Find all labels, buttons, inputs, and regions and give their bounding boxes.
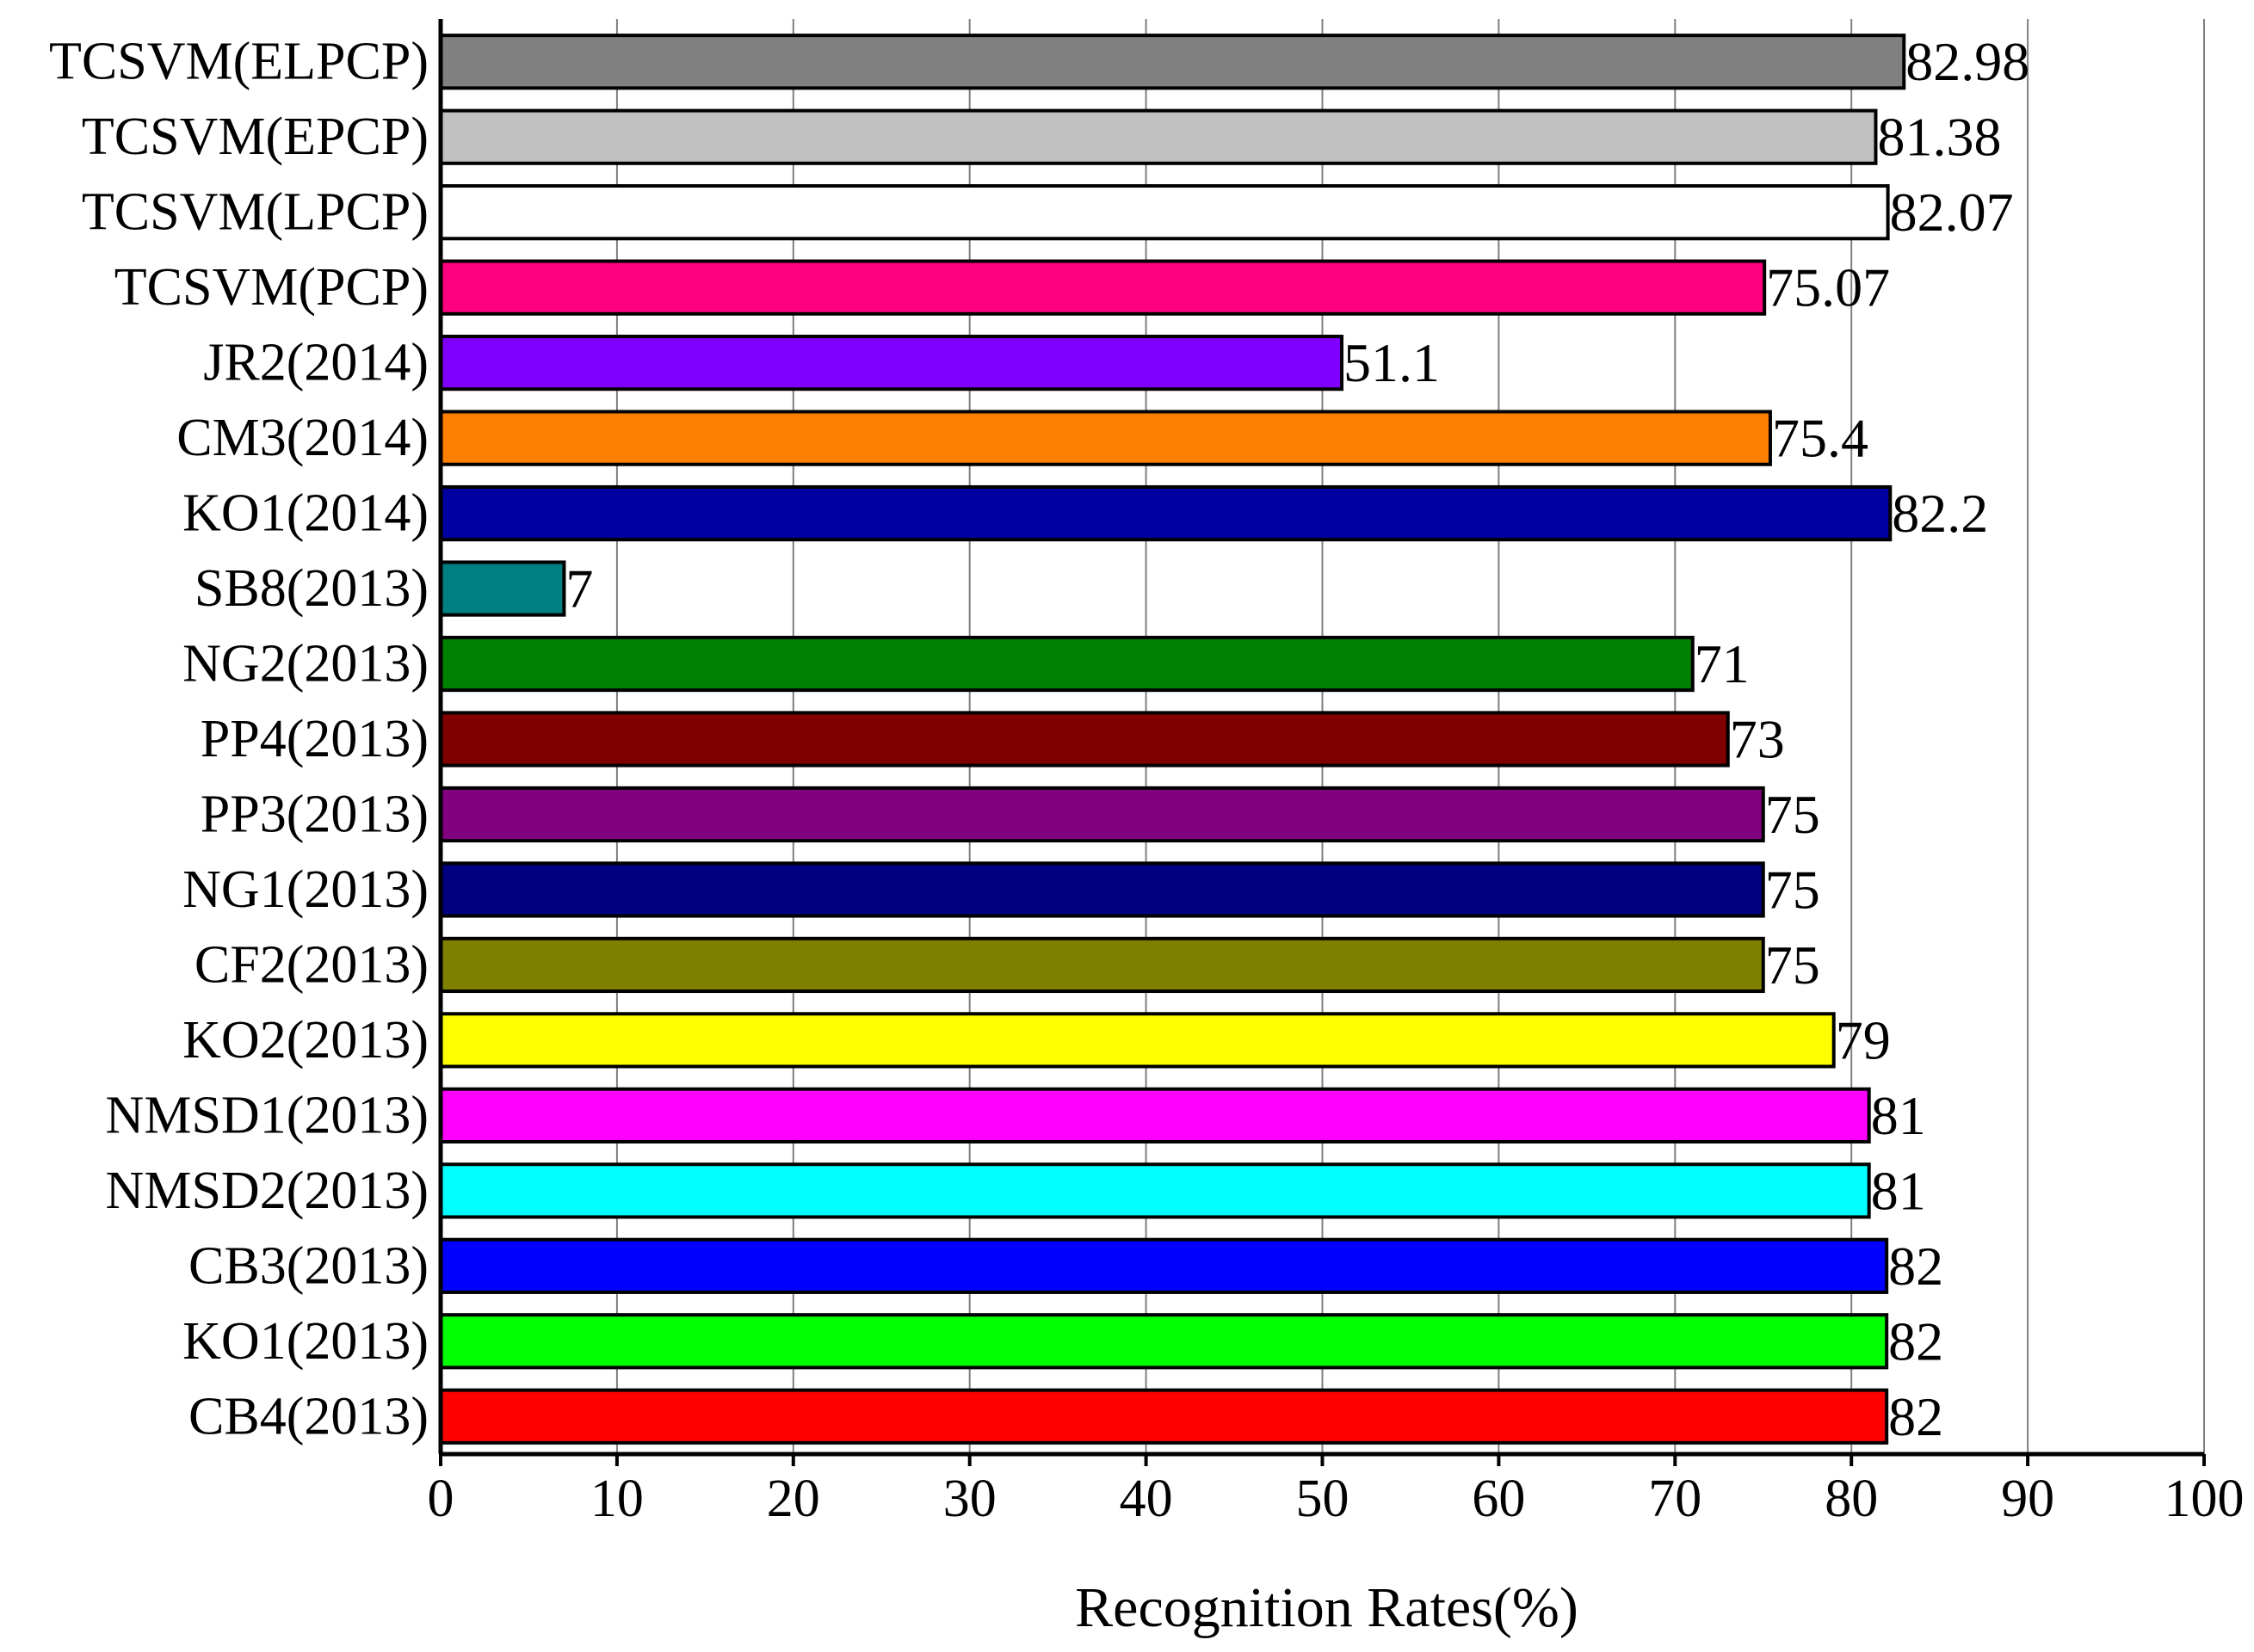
- value-label: 75.07: [1766, 257, 1890, 318]
- bar: [439, 1162, 1871, 1219]
- x-tick-label: 20: [767, 1470, 820, 1528]
- value-label: 7: [565, 558, 593, 620]
- value-label: 75: [1765, 859, 1820, 920]
- category-label: NMSD1(2013): [106, 1086, 429, 1144]
- bar: [439, 108, 1878, 165]
- value-label: 82: [1888, 1236, 1943, 1297]
- category-label: CB4(2013): [188, 1387, 429, 1446]
- bar: [439, 861, 1765, 918]
- bar: [439, 484, 1893, 542]
- x-tick-label: 100: [2164, 1470, 2245, 1528]
- value-label: 82.98: [1905, 31, 2029, 92]
- value-label: 81: [1871, 1160, 1926, 1221]
- category-label: NMSD2(2013): [106, 1162, 429, 1220]
- bar: [439, 1388, 1889, 1445]
- value-label: 73: [1730, 709, 1785, 770]
- value-label: 75: [1765, 784, 1820, 845]
- category-label: KO1(2013): [182, 1312, 429, 1371]
- category-label: TCSVM(EPCP): [82, 108, 429, 166]
- x-tick-label: 70: [1648, 1470, 1701, 1528]
- value-label: 75: [1765, 934, 1820, 996]
- category-label: CM3(2014): [176, 409, 429, 467]
- category-label: NG1(2013): [182, 860, 429, 919]
- bar: [439, 410, 1772, 466]
- category-label: PP3(2013): [201, 785, 429, 843]
- x-tick-label: 50: [1296, 1470, 1349, 1528]
- bar: [439, 184, 1890, 241]
- bar: [439, 711, 1730, 767]
- x-tick-label: 80: [1825, 1470, 1878, 1528]
- category-label: TCSVM(PCP): [114, 258, 429, 317]
- category-labels: TCSVM(ELPCP) TCSVM(EPCP) TCSVM(LPCP) TCSVM(…: [49, 33, 429, 1446]
- category-label: PP4(2013): [201, 710, 429, 768]
- x-tick-labels: 0 10 20 30 40 50 60 70 80 90 100: [428, 1454, 2245, 1528]
- x-tick-label: 10: [590, 1470, 644, 1528]
- value-label: 82: [1888, 1310, 1943, 1372]
- x-tick-label: 40: [1120, 1470, 1173, 1528]
- category-label: TCSVM(ELPCP): [49, 33, 429, 91]
- x-tick-label: 60: [1472, 1470, 1525, 1528]
- value-label: 51.1: [1343, 332, 1440, 393]
- value-label: 79: [1836, 1009, 1891, 1070]
- value-label: 81.38: [1877, 107, 2001, 168]
- category-label: TCSVM(LPCP): [82, 183, 429, 242]
- category-label: KO1(2014): [182, 484, 429, 543]
- x-tick-label: 0: [428, 1470, 454, 1528]
- value-label: 75.4: [1772, 408, 1868, 469]
- bar: [439, 1313, 1889, 1370]
- bar: [439, 560, 566, 617]
- category-label: CB3(2013): [188, 1236, 429, 1295]
- value-label: 82: [1888, 1386, 1943, 1447]
- x-axis-title: Recognition Rates(%): [1075, 1576, 1578, 1639]
- bar: [439, 936, 1765, 994]
- category-label: CF2(2013): [195, 935, 429, 994]
- bar: [439, 635, 1695, 693]
- bars: [439, 34, 1906, 1445]
- bar: [439, 1012, 1836, 1069]
- value-label: 81: [1871, 1085, 1926, 1146]
- bar: [439, 259, 1767, 316]
- value-label: 82.2: [1892, 483, 1988, 544]
- bar: [439, 1237, 1889, 1294]
- value-label: 71: [1695, 633, 1750, 694]
- category-label: JR2(2014): [203, 334, 429, 392]
- bar: [439, 34, 1906, 90]
- bar: [439, 335, 1344, 391]
- category-label: KO2(2013): [182, 1011, 429, 1069]
- x-tick-label: 90: [2001, 1470, 2054, 1528]
- value-label: 82.07: [1890, 182, 2014, 243]
- category-label: SB8(2013): [195, 559, 429, 618]
- category-label: NG2(2013): [182, 635, 429, 693]
- bar: [439, 786, 1765, 843]
- bar: [439, 1087, 1871, 1143]
- x-tick-label: 30: [943, 1470, 997, 1528]
